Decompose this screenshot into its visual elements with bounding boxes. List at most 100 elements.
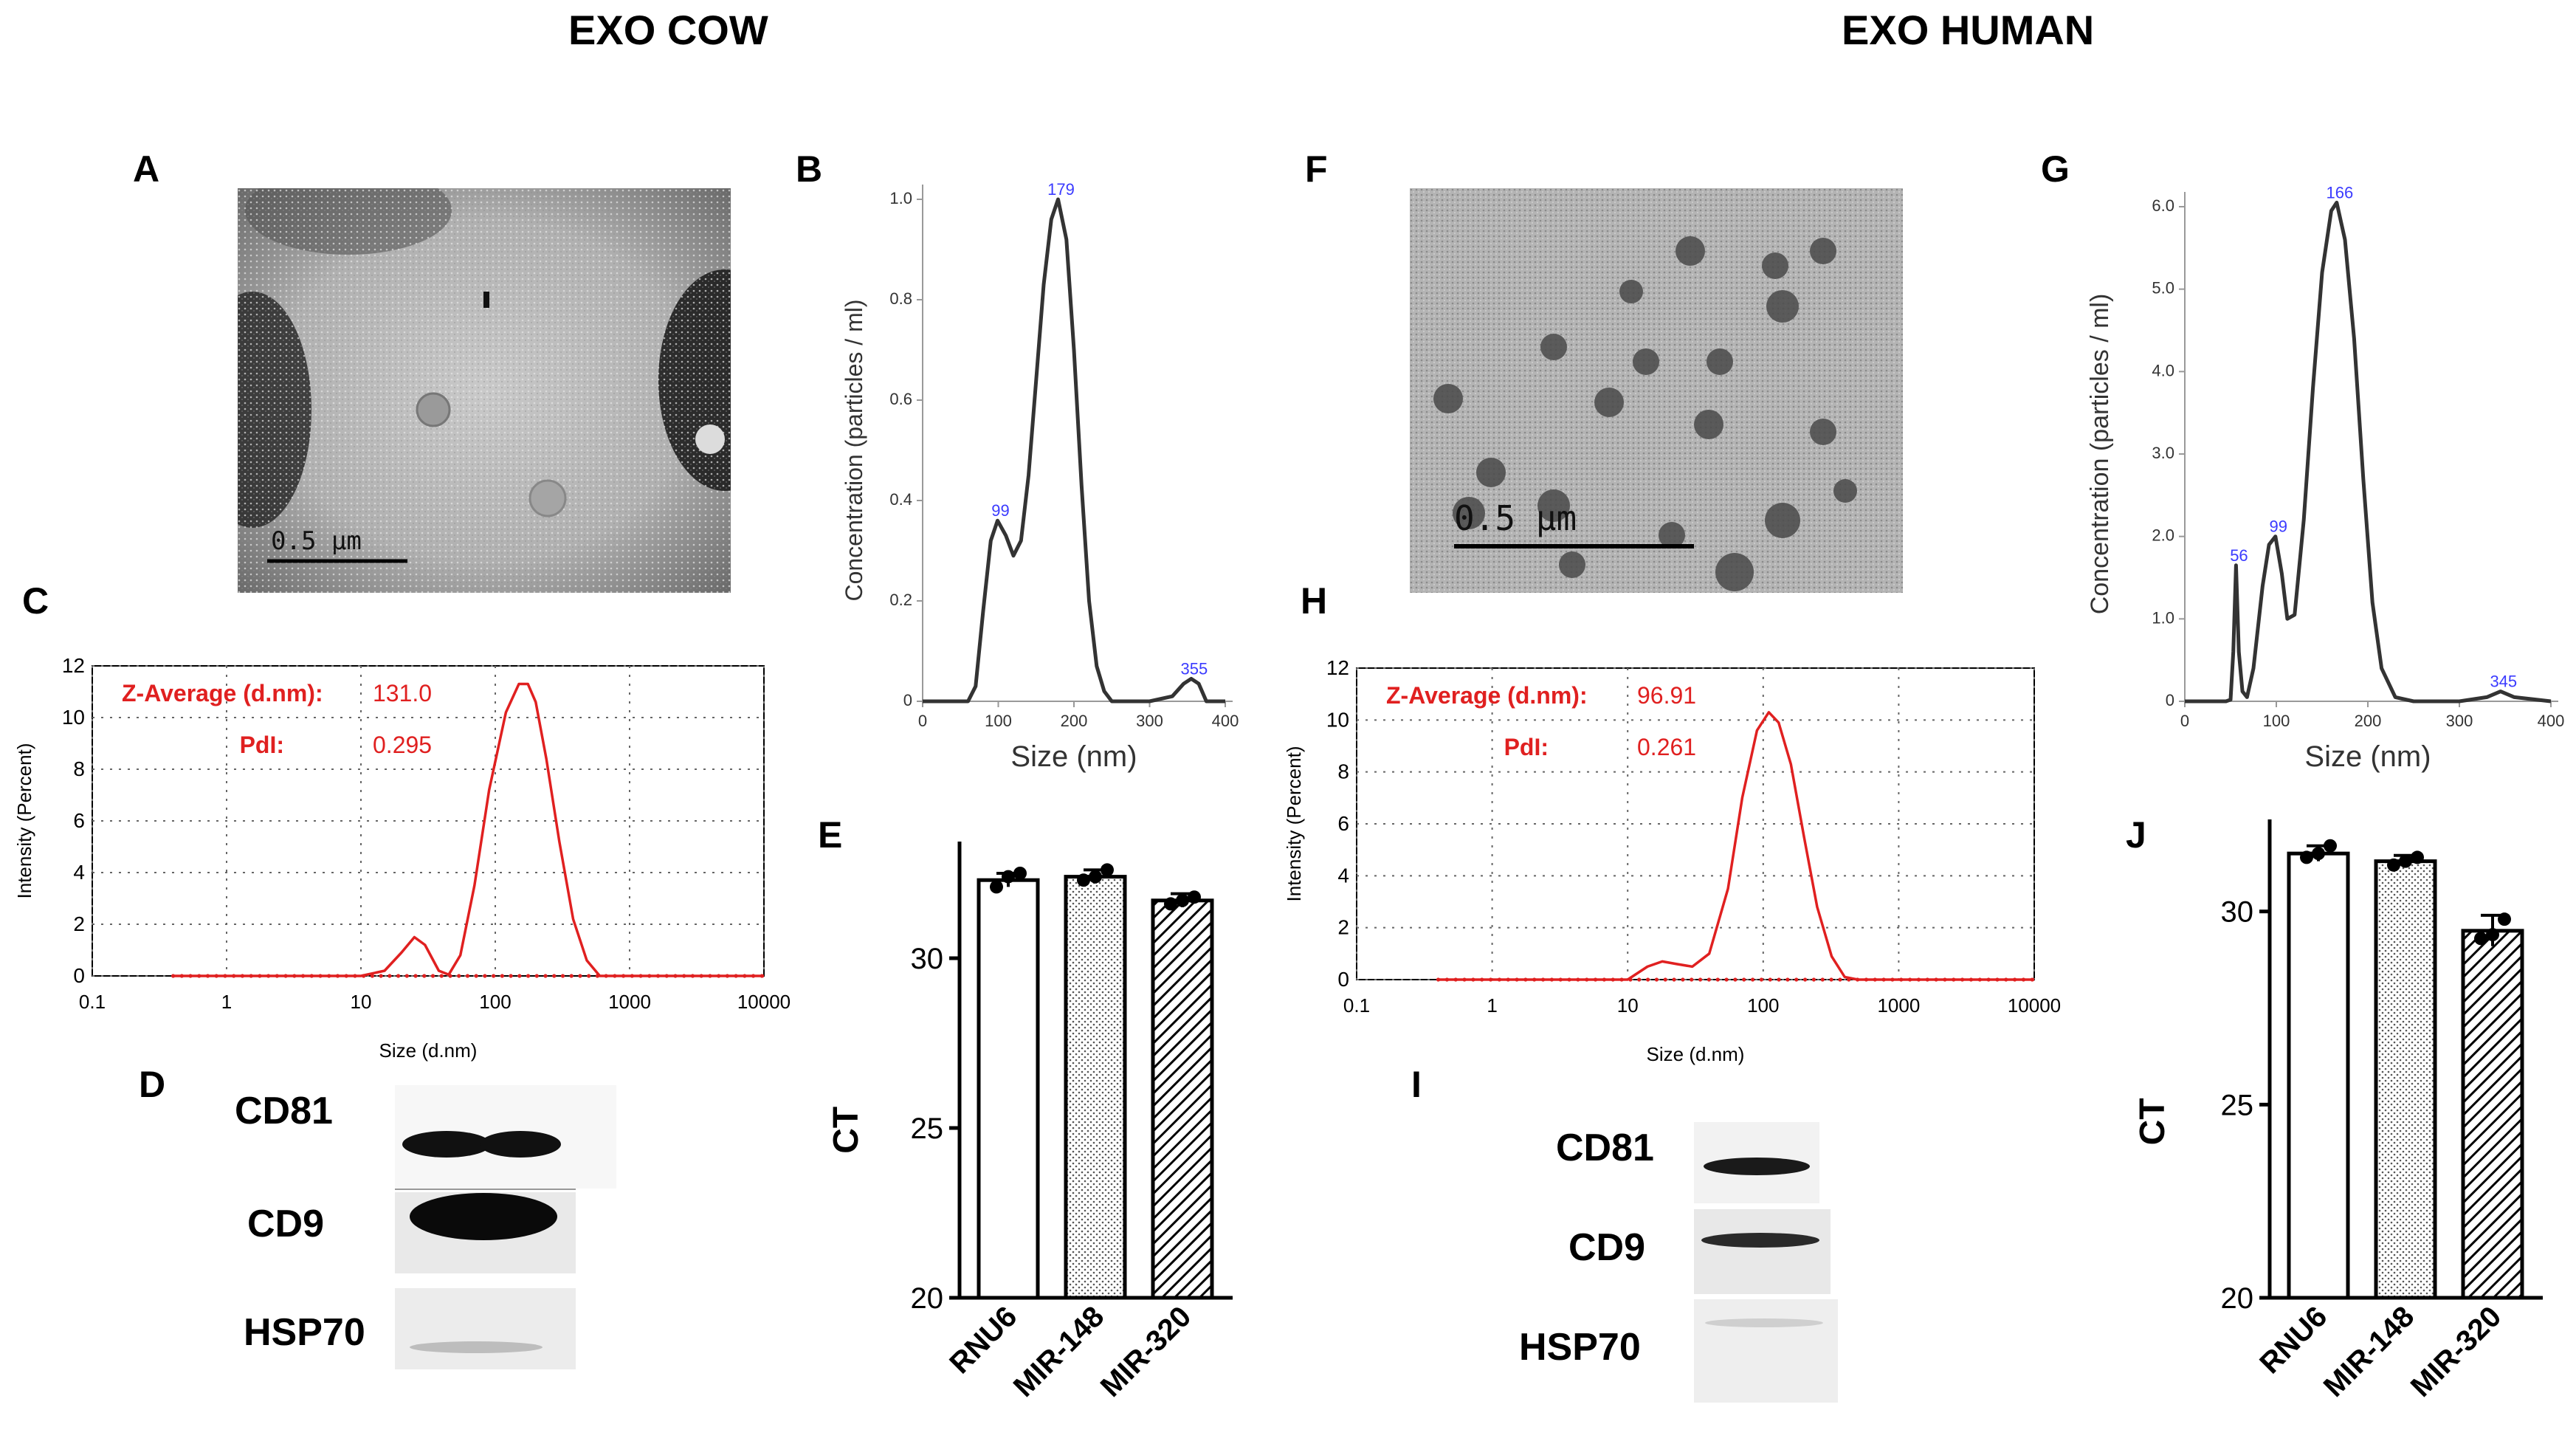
title-exo-human: EXO HUMAN xyxy=(1842,7,2095,53)
baseline-dot xyxy=(517,974,522,978)
baseline-dot xyxy=(388,974,392,978)
y-tick-label: 2.0 xyxy=(2152,526,2174,545)
chart-h-dls-human: 0 2 4 6 8 10 12 0.1 1 10 100 1000 10000 Z-Average (d.… xyxy=(1283,656,2061,1065)
x-tick-label: MIR-320 xyxy=(2405,1300,2508,1403)
x-tick-label: 200 xyxy=(2355,712,2382,730)
baseline-dot xyxy=(465,974,470,978)
x-tick-label: RNU6 xyxy=(943,1300,1023,1380)
wb-cow-blot xyxy=(395,1085,616,1369)
data-point xyxy=(2387,858,2400,872)
data-point xyxy=(990,880,1003,894)
x-tick-label: 0 xyxy=(2180,712,2189,730)
y-tick-label: 25 xyxy=(911,1112,944,1145)
y-tick-label: 3.0 xyxy=(2152,444,2174,462)
panel-label-f: F xyxy=(1305,148,1328,190)
x-tick-label: 100 xyxy=(479,991,511,1013)
y-tick-label: 0.8 xyxy=(889,289,912,308)
plot-frame xyxy=(92,665,765,977)
baseline-dot xyxy=(1794,977,1799,982)
x-axis-label: Size (d.nm) xyxy=(1647,1043,1745,1065)
y-axis-label: CT xyxy=(827,1107,866,1154)
y-tick-label: 20 xyxy=(2221,1282,2254,1315)
data-point xyxy=(1077,873,1090,887)
bar-mir-148 xyxy=(2374,859,2437,1300)
y-axis-label: Concentration (particles / ml) xyxy=(2086,294,2114,615)
baseline-dot xyxy=(483,974,487,978)
baseline-dot xyxy=(1768,977,1772,982)
baseline-dot xyxy=(1838,977,1842,982)
data-point xyxy=(2411,850,2424,864)
x-tick-label: 1 xyxy=(1487,994,1497,1017)
baseline-dot xyxy=(1750,977,1755,982)
wb-cow-band-cd9 xyxy=(410,1193,557,1240)
panel-label-g: G xyxy=(2041,148,2070,190)
baseline-dot xyxy=(1811,977,1816,982)
y-tick-label: 2 xyxy=(73,912,85,935)
baseline-dot xyxy=(1802,977,1808,982)
tem-scale-label-cow: 0.5 µm xyxy=(271,526,362,556)
wb-cow-band-hsp70 xyxy=(410,1341,543,1353)
baseline-dot xyxy=(1759,977,1764,982)
y-tick-label: 8 xyxy=(1337,760,1349,783)
tem-scale-label-human: 0.5 µm xyxy=(1454,498,1577,538)
y-axis-label: Intensity (Percent) xyxy=(13,743,35,899)
wb-human-band-hsp70 xyxy=(1705,1318,1823,1327)
x-tick-label: 200 xyxy=(1061,712,1088,730)
peak-label: 355 xyxy=(1181,659,1208,678)
wb-cow-band-cd81-left xyxy=(402,1131,491,1158)
panel-label-d: D xyxy=(139,1064,166,1105)
baseline-dot xyxy=(509,974,513,978)
x-tick-label: 10 xyxy=(1617,994,1639,1017)
x-axis-label: Size (nm) xyxy=(1010,740,1137,773)
intensity-curve xyxy=(1438,711,2034,981)
y-axis-label: Concentration (particles / ml) xyxy=(841,299,867,601)
baseline-dot xyxy=(569,974,574,978)
bar-mir-320 xyxy=(1151,898,1214,1300)
x-tick-label: 0.1 xyxy=(1343,994,1370,1017)
x-tick-label: 1000 xyxy=(608,991,651,1013)
baseline-dot xyxy=(1724,977,1729,982)
tem-image-human: 0.5 µm xyxy=(1410,188,1903,593)
baseline-dot xyxy=(552,974,557,978)
baseline-dot xyxy=(1777,977,1781,982)
peak-label: 166 xyxy=(2326,183,2353,202)
baseline-dot xyxy=(1663,977,1667,982)
baseline-dot xyxy=(404,974,409,978)
y-tick-label: 6.0 xyxy=(2152,196,2174,215)
baseline-dot xyxy=(457,974,461,978)
y-tick-label: 0 xyxy=(73,964,85,987)
baseline-dot xyxy=(379,974,383,978)
y-tick-label: 8 xyxy=(73,757,85,780)
data-point xyxy=(1176,893,1189,907)
baseline-dot xyxy=(1690,977,1694,982)
panel-label-e: E xyxy=(818,814,843,856)
baseline-dot xyxy=(534,974,539,978)
data-point xyxy=(2399,854,2412,868)
y-tick-label: 10 xyxy=(62,706,85,729)
baseline-dot xyxy=(1742,977,1746,982)
wb-cow-label-cd9: CD9 xyxy=(247,1203,325,1245)
baseline-dot xyxy=(1654,977,1659,982)
baseline-dot xyxy=(430,974,435,978)
baseline-dot xyxy=(492,974,496,978)
y-tick-label: 25 xyxy=(2221,1089,2254,1121)
baseline-dot xyxy=(578,974,582,978)
data-point xyxy=(2474,932,2487,946)
baseline-dot xyxy=(1733,977,1738,982)
baseline-dot xyxy=(422,974,427,978)
wb-cow-label-hsp70: HSP70 xyxy=(244,1311,365,1354)
baseline-dot xyxy=(560,974,565,978)
y-tick-label: 12 xyxy=(1326,656,1349,679)
wb-human-label-cd9: CD9 xyxy=(1568,1226,1646,1269)
chart-b-nta-cow: 0 0.2 0.4 0.6 0.8 1.0 0 100 200 300 400 99 179 355 Siz… xyxy=(841,180,1239,773)
baseline-dot xyxy=(1715,977,1720,982)
y-tick-label: 0 xyxy=(903,691,912,709)
y-axis-label: Intensity (Percent) xyxy=(1283,746,1305,902)
size-distribution-line xyxy=(2185,200,2552,704)
x-tick-label: MIR-148 xyxy=(2318,1300,2421,1403)
baseline-dot xyxy=(543,974,548,978)
baseline-dot xyxy=(1785,977,1790,982)
x-tick-label: 100 xyxy=(985,712,1012,730)
data-point xyxy=(1002,870,1015,884)
